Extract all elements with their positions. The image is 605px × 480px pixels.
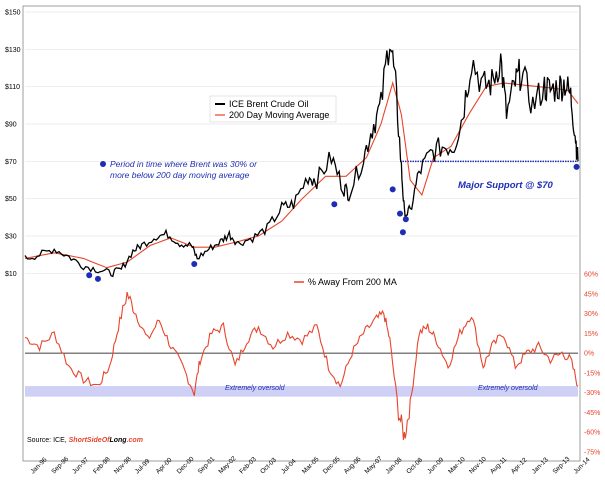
legend-lower: % Away From 200 MA xyxy=(290,275,397,289)
oversold-point xyxy=(86,272,93,279)
upper-y-axis: $10 $30 $50 $70 $90 $110 $130 $150 xyxy=(5,10,21,278)
upper-y-tick-label: $70 xyxy=(5,159,17,166)
oversold-point xyxy=(402,216,409,223)
upper-gridlines xyxy=(25,11,578,274)
x-tick-label: Jan-08 xyxy=(385,456,404,475)
oversold-point xyxy=(573,163,580,170)
upper-y-tick-label: $110 xyxy=(5,84,20,91)
oversold-point xyxy=(396,210,403,217)
x-tick-label: Jul-99 xyxy=(134,458,152,476)
x-tick-label: Aug-06 xyxy=(343,455,363,475)
upper-y-tick-label: $150 xyxy=(5,10,21,17)
lower-y-tick-label: -45% xyxy=(584,410,600,417)
series-price-line xyxy=(24,48,579,278)
oversold-point xyxy=(191,261,198,267)
legend-label-ma: 200 Day Moving Average xyxy=(229,110,329,120)
period-note-line1: Period in time where Brent was 30% or xyxy=(110,159,258,169)
source-brand-3: .com xyxy=(127,437,143,444)
period-note-line2: more below 200 day moving average xyxy=(110,170,250,180)
lower-y-tick-label: -75% xyxy=(584,450,600,457)
x-tick-label: Apr-00 xyxy=(155,456,174,475)
lower-y-tick-label: 0% xyxy=(584,351,594,358)
x-tick-label: Dec-00 xyxy=(176,455,196,475)
x-tick-label: Oct-08 xyxy=(405,456,424,475)
x-tick-label: Nov-98 xyxy=(113,455,133,475)
oversold-band-group xyxy=(25,386,578,397)
x-tick-label: Nov-10 xyxy=(468,455,488,475)
oversold-point xyxy=(331,201,338,208)
chart-frame xyxy=(22,5,581,462)
annotation-point-marker xyxy=(100,161,106,167)
oversold-note-right: Extremely oversold xyxy=(478,385,539,392)
x-tick-label: Jan-96 xyxy=(29,456,48,475)
oversold-note-left: Extremely oversold xyxy=(225,385,286,392)
x-tick-label: Jun-14 xyxy=(572,456,591,475)
x-tick-label: Jul-04 xyxy=(280,458,298,476)
x-tick-label: Apr-12 xyxy=(510,456,529,475)
lower-y-tick-label: 15% xyxy=(584,331,598,338)
lower-y-tick-label: 60% xyxy=(584,272,598,279)
lower-series-group xyxy=(24,291,579,440)
legend-upper-box xyxy=(209,95,337,123)
x-tick-label: Aug-11 xyxy=(489,456,509,476)
x-tick-label: May-07 xyxy=(364,455,385,476)
oversold-point xyxy=(399,229,406,236)
x-tick-label: Sep-96 xyxy=(50,455,70,475)
source-brand-1: ShortSideOf xyxy=(69,437,111,444)
x-tick-label: Feb-98 xyxy=(92,456,112,476)
upper-y-tick-label: $10 xyxy=(5,271,17,278)
source-prefix: Source: ICE, xyxy=(27,437,69,444)
lower-y-axis: 60% 45% 30% 15% 0% -15% -30% -45% -60% -75% xyxy=(584,272,600,457)
upper-y-tick-label: $130 xyxy=(5,47,21,54)
source-brand-2: Long xyxy=(109,437,127,444)
x-tick-label: Mar-10 xyxy=(447,456,467,476)
x-tick-label: Mar-05 xyxy=(301,456,321,476)
source-line: Source: ICE, ShortSideOfLong.com xyxy=(27,437,143,444)
x-tick-label: Jun-09 xyxy=(426,456,445,475)
lower-y-tick-label: -30% xyxy=(584,390,600,397)
oversold-point xyxy=(389,186,396,193)
lower-y-tick-label: -15% xyxy=(584,370,600,377)
legend-upper: ICE Brent Crude Oil 200 Day Moving Avera… xyxy=(209,95,337,123)
legend-lower-box xyxy=(290,275,390,289)
x-tick-label: Sep-13 xyxy=(552,455,572,475)
lower-y-tick-label: -60% xyxy=(584,430,600,437)
x-tick-label: Jun-97 xyxy=(71,456,90,475)
upper-series-group xyxy=(24,48,579,278)
upper-y-tick-label: $30 xyxy=(5,234,17,241)
series-pct-away-line xyxy=(24,291,579,440)
x-tick-label: Jan-13 xyxy=(531,456,550,475)
upper-y-tick-label: $50 xyxy=(5,196,17,203)
x-tick-label: Feb-03 xyxy=(238,456,258,476)
oversold-band xyxy=(25,386,578,397)
x-tick-label: May-02 xyxy=(217,455,238,476)
upper-y-tick-label: $90 xyxy=(5,122,17,129)
support-note: Major Support @ $70 xyxy=(458,180,553,191)
oversold-points-group xyxy=(86,163,580,282)
lower-y-tick-label: 30% xyxy=(584,311,598,318)
x-axis: Jan-96 Sep-96 Jun-97 Feb-98 Nov-98 Jul-99 Apr-… xyxy=(29,455,591,476)
x-tick-label: Dec-05 xyxy=(322,455,342,475)
legend-label-pct: % Away From 200 MA xyxy=(308,277,397,287)
x-tick-label: Oct-03 xyxy=(259,456,278,475)
lower-y-tick-label: 45% xyxy=(584,291,598,298)
legend-label-price: ICE Brent Crude Oil xyxy=(229,99,309,109)
oversold-point xyxy=(94,275,101,282)
x-tick-label: Sep-01 xyxy=(197,455,217,475)
